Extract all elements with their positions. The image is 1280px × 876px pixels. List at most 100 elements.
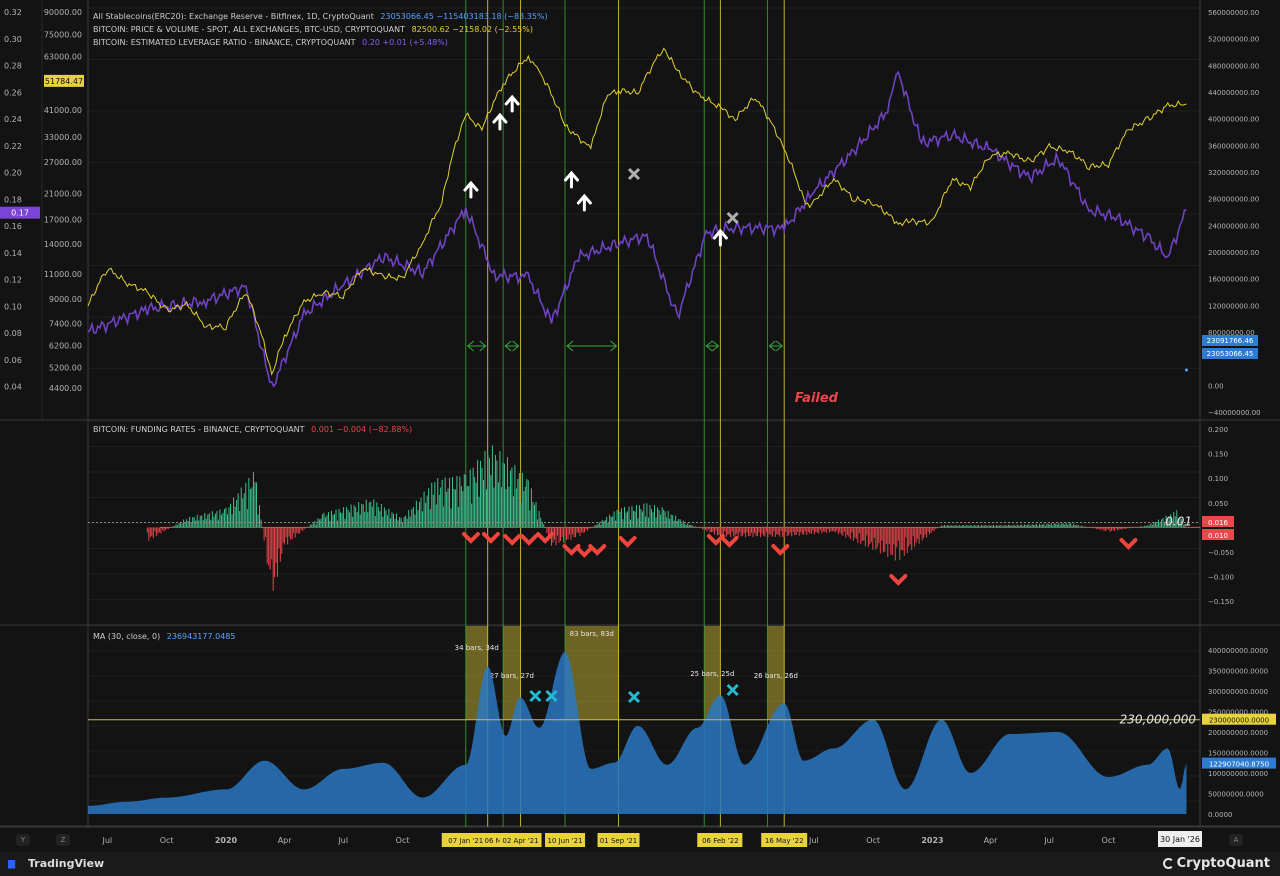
chart-background [0,0,1280,852]
up-arrow-icon [576,193,592,212]
x-axis-highlight-label: 01 Sep '21 [600,837,637,845]
failed-label: Failed [795,391,839,406]
x-axis-highlight-label: 16 May '22 [765,837,804,845]
right-axis-badge-label: 23091766.46 [1207,337,1254,345]
axis-button-a[interactable]: A [1229,834,1243,846]
x-axis-tick: Oct [160,836,174,845]
x-axis-tick: Apr [984,836,999,845]
price-badge-label: 51784.47 [45,77,83,86]
funding-axis-tick: −0.100 [1208,574,1234,582]
funding-axis-tick: 0.050 [1208,500,1228,508]
cryptoquant-logo[interactable]: CryptoQuant [1162,856,1270,871]
up-arrow-icon [563,170,579,189]
ma-axis-tick: 100000000.0000 [1208,770,1268,778]
funding-axis-badge-label: 0.016 [1208,519,1229,527]
ma-axis-tick: 200000000.0000 [1208,729,1268,737]
left-axis-tick-leverage: 0.20 [4,169,22,178]
x-axis-highlight-badge [545,833,586,847]
funding-legend: BITCOIN: FUNDING RATES - BINANCE, CRYPTO… [93,425,416,434]
window-span-arrowhead-right [479,340,487,352]
x-axis-tick: Oct [396,836,410,845]
x-axis-highlight-label: 07 Jan '21 [448,837,483,845]
right-axis-tick: −40000000.00 [1208,409,1261,417]
funding-axis-tick: −0.050 [1208,549,1234,557]
band-label: 26 bars, 26d [754,672,798,680]
left-axis-tick-leverage: 0.16 [4,222,22,231]
left-axis-tick-price: 4400.00 [49,384,82,393]
red-chevron-icon [575,546,594,558]
window-span-arrowhead-left [566,340,574,352]
right-axis-badge-label: 23053066.45 [1207,350,1254,358]
tradingview-label: TradingView [28,857,105,870]
x-axis-highlight-label: 10 Jun '21 [547,837,582,845]
ma-axis-tick: 150000000.0000 [1208,750,1268,758]
funding-axis-tick: −0.150 [1208,598,1234,606]
window-span-arrowhead-right [610,340,618,352]
left-axis-tick-price: 7400.00 [49,319,82,328]
left-axis-tick-price: 5200.00 [49,363,82,372]
cryptoquant-label: CryptoQuant [1176,856,1270,871]
up-arrow-icon [712,228,728,247]
red-chevron-icon [889,574,908,586]
x-axis-highlight-badge [698,833,743,847]
left-axis-tick-price: 21000.00 [44,189,82,198]
ma-threshold-label: 230,000,000 [1120,713,1197,727]
legend-name-stablecoin: All Stablecoins(ERC20): Exchange Reserve… [93,12,374,21]
left-axis-tick-leverage: 0.12 [4,276,22,285]
red-chevron-icon [720,536,739,548]
chart-canvas: 34 bars, 34d 27 bars, 27d 83 bars, 83d 25 b… [0,0,1280,852]
tradingview-logo[interactable]: TradingView [8,857,104,870]
red-chevron-icon [536,532,555,544]
red-chevron-icon [503,534,522,546]
band-label: 25 bars, 25d [690,670,734,678]
red-chevron-icon [771,544,790,556]
left-axis-tick-leverage: 0.24 [4,115,22,124]
leverage-ratio-line [87,70,1187,388]
ma-threshold-badge [1202,713,1276,725]
x-axis-tick: 2020 [215,836,238,845]
left-axis-tick-leverage: 0.14 [4,249,22,258]
funding-axis-badge [1202,529,1234,540]
cyan-x-icon [545,689,558,703]
left-axis-tick-leverage: 0.32 [4,8,22,17]
btc-price-line [87,47,1187,376]
ma-axis-tick: 350000000.0000 [1208,668,1268,676]
left-axis-tick-leverage: 0.08 [4,329,22,338]
red-chevron-icon [481,532,500,544]
left-axis-tick-leverage: 0.04 [4,383,22,392]
x-axis-tick: Apr [278,836,293,845]
funding-legend-name: BITCOIN: FUNDING RATES - BINANCE, CRYPTO… [93,425,305,434]
up-arrow-icon [504,94,520,113]
window-span-arrowhead-right [775,340,783,352]
left-axis-tick-leverage: 0.26 [4,88,22,97]
axis-button-z[interactable]: Z [56,834,70,846]
left-axis-tick-leverage: 0.06 [4,356,22,365]
red-chevron-icon [1119,538,1138,550]
tradingview-icon [8,859,16,869]
left-axis-tick-leverage: 0.10 [4,302,22,311]
funding-axis-badge-label: 0.010 [1208,532,1228,540]
leverage-badge-label: 0.17 [11,209,29,218]
right-axis-tick: 0.00 [1208,382,1224,390]
left-axis-tick-price: 41000.00 [44,106,82,115]
funding-axis-tick: 0.200 [1208,426,1228,434]
axis-button-y[interactable]: Y [16,834,30,846]
gray-x-icon [627,167,641,181]
ma-axis-tick: 0.0000 [1208,811,1233,819]
highlight-band [704,626,721,720]
x-axis-tick: Oct [866,836,880,845]
window-span-arrowhead-right [512,340,520,352]
left-axis-tick-price: 11000.00 [44,270,82,279]
x-axis-highlight-label: 06 Mar [485,837,509,845]
legend-row-btc-price: BITCOIN: PRICE & VOLUME - SPOT, ALL EXCH… [93,25,552,34]
left-axis-tick-leverage: 0.22 [4,142,22,151]
window-span-arrowhead-right [712,340,720,352]
right-axis-tick: 80000000.00 [1208,329,1255,337]
band-label: 34 bars, 34d [455,644,499,652]
right-axis-tick: 360000000.00 [1208,142,1259,150]
funding-legend-values: 0.001 −0.004 (−82.88%) [311,425,413,434]
x-axis-highlight-label: 06 Feb '22 [702,837,739,845]
cyan-x-icon [627,690,641,704]
left-axis-tick-price: 63000.00 [44,52,82,61]
x-axis-tick: Jul [102,836,113,845]
